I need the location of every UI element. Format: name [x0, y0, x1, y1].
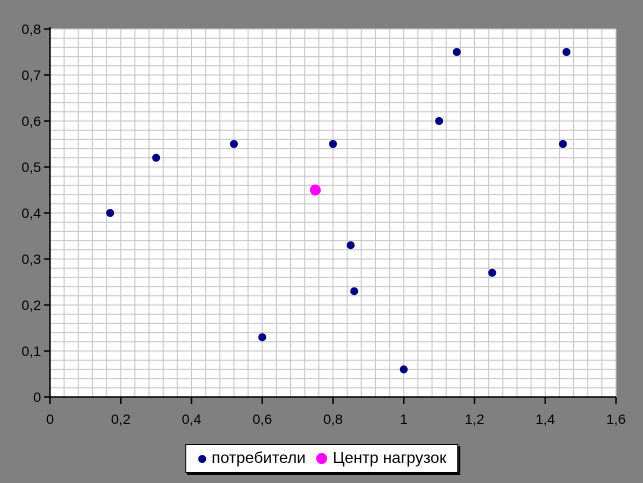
legend-label-consumers: потребители	[211, 449, 306, 467]
data-point	[562, 48, 571, 56]
y-tick-label: 0,8	[22, 21, 42, 37]
x-tick-label: 1,4	[536, 411, 556, 427]
legend-item-load-center: Центр нагрузок	[315, 449, 447, 467]
data-point	[346, 241, 355, 250]
data-point	[329, 140, 337, 148]
x-tick-label: 0	[46, 411, 54, 427]
y-tick-label: 0,2	[22, 297, 42, 313]
x-tick-label: 0,6	[253, 411, 273, 427]
tick-marks	[44, 28, 617, 404]
data-point	[399, 365, 408, 374]
gridlines	[50, 28, 617, 397]
series-load-center	[309, 184, 321, 196]
load-center-marker-icon	[315, 453, 327, 464]
y-tick-label: 0,4	[22, 205, 42, 221]
data-point	[229, 140, 238, 148]
y-tick-label: 0,3	[22, 251, 42, 267]
y-axis-labels: 0 0,1 0,2 0,3 0,4 0,5 0,6 0,7 0,8	[22, 21, 42, 405]
y-tick-label: 0,6	[22, 113, 42, 129]
x-tick-label: 0,2	[111, 411, 131, 427]
x-tick-label: 1,2	[465, 411, 485, 427]
x-tick-label: 1,6	[606, 411, 626, 427]
y-tick-label: 0,5	[22, 159, 42, 175]
x-tick-label: 1	[400, 411, 408, 427]
data-point	[435, 117, 444, 125]
data-point	[350, 287, 359, 296]
data-point	[309, 184, 321, 196]
legend-label-load-center: Центр нагрузок	[332, 449, 447, 467]
data-point	[558, 140, 567, 148]
y-tick-label: 0	[33, 389, 41, 405]
x-axis-labels: 0 0,2 0,4 0,6 0,8 1 1,2 1,4 1,6	[46, 411, 626, 427]
x-tick-label: 0,4	[182, 411, 202, 427]
x-tick-label: 0,8	[323, 411, 343, 427]
data-point	[152, 153, 161, 162]
legend: потребители Центр нагрузок	[184, 444, 459, 473]
data-point	[106, 209, 115, 217]
y-tick-label: 0,7	[22, 67, 42, 83]
data-point	[258, 333, 267, 342]
data-point	[452, 48, 461, 56]
y-tick-label: 0,1	[22, 343, 42, 359]
legend-item-consumers: потребители	[197, 449, 306, 467]
consumers-marker-icon	[197, 454, 206, 463]
series-consumers	[106, 48, 571, 374]
data-point	[488, 268, 497, 277]
